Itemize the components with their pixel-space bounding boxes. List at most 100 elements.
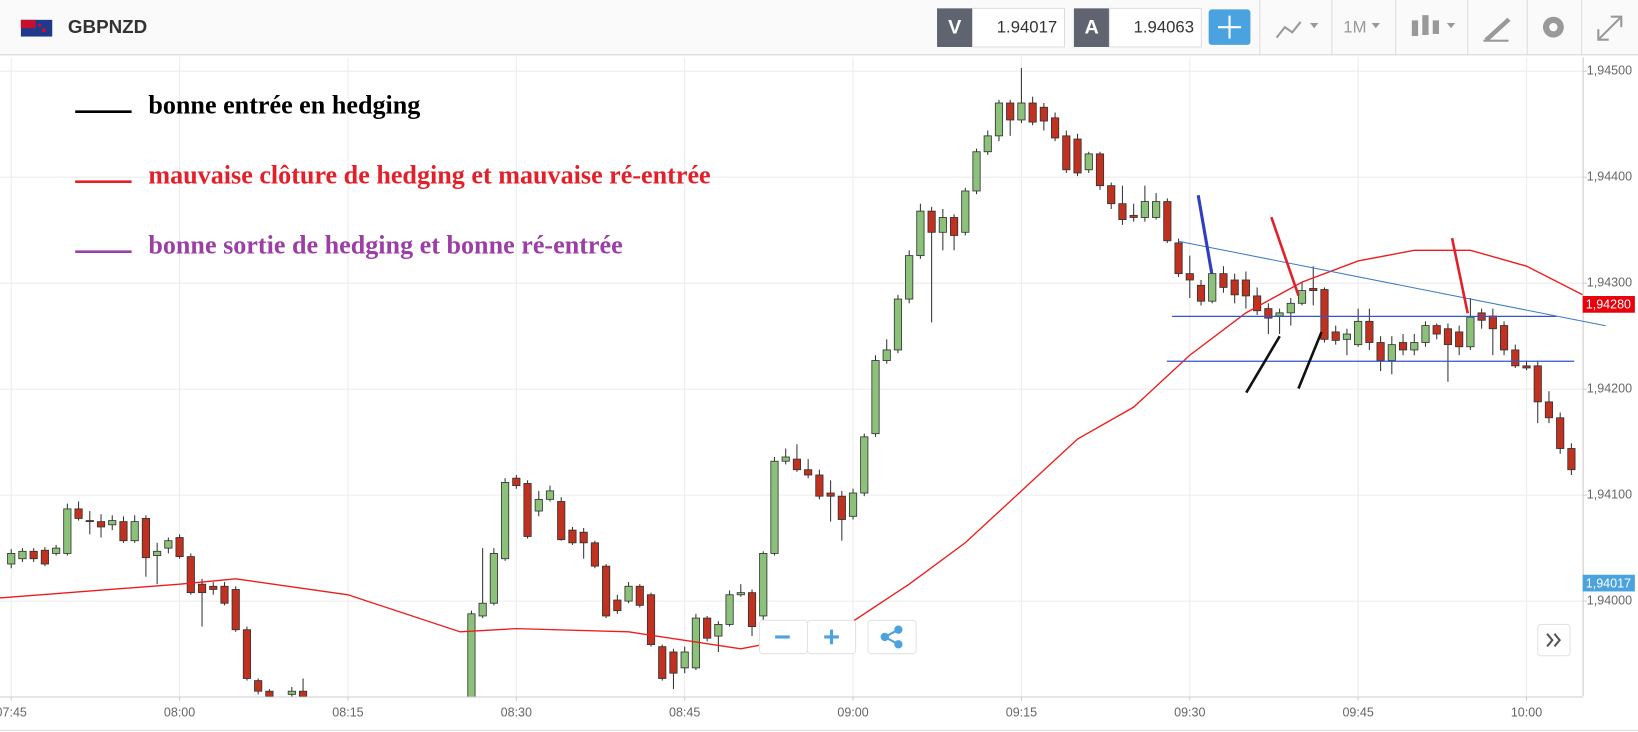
flag-icon [20, 19, 53, 37]
x-tick-label: 09:45 [1342, 706, 1373, 720]
candle-body [938, 217, 947, 233]
candle-body [1455, 331, 1464, 348]
candle-body [624, 585, 633, 602]
candle-body [804, 469, 813, 476]
candle-body [467, 613, 476, 697]
bid-box[interactable] [972, 7, 1066, 48]
candle-body [972, 151, 981, 192]
ask-button[interactable] [1073, 8, 1110, 47]
candle-body [1140, 201, 1149, 218]
plot-area [0, 57, 1583, 697]
candle-body [1185, 273, 1194, 281]
candle-body [1196, 284, 1206, 302]
bid-button[interactable] [937, 8, 973, 47]
x-tick-label: 10:00 [1511, 706, 1542, 720]
candle-body [1365, 320, 1374, 343]
ask-box[interactable] [1108, 7, 1202, 48]
share-button[interactable] [867, 619, 917, 655]
x-tick-label: 09:15 [1006, 706, 1037, 720]
candle-body [1028, 102, 1037, 123]
candle-body [209, 585, 218, 590]
symbol: GBPNZD [68, 16, 147, 37]
candle-body [669, 651, 678, 674]
candle-body [1275, 312, 1284, 317]
candle-body [1084, 153, 1093, 171]
price-marker [1582, 296, 1635, 313]
ask-price: 1.94063 [1134, 18, 1194, 37]
settings-button[interactable] [1542, 16, 1564, 38]
candle-style-button[interactable] [1411, 15, 1456, 37]
chart-type-button[interactable] [1275, 21, 1319, 39]
candle-body [725, 594, 734, 625]
y-tick-label: 1,94500 [1587, 64, 1632, 78]
candle-body [635, 585, 644, 606]
x-tick-label: 07:45 [0, 706, 27, 720]
candle-body [882, 349, 891, 361]
candle-body [568, 529, 577, 544]
candle-body [1174, 242, 1183, 275]
candle-body [1264, 308, 1273, 319]
candle-body [1051, 117, 1060, 139]
candle-body [1129, 214, 1138, 218]
candle-body [961, 190, 970, 233]
fullscreen-button[interactable] [1597, 15, 1623, 41]
scroll-end-button[interactable] [1537, 623, 1571, 657]
candle-body [298, 690, 308, 697]
candle-body [837, 495, 846, 520]
y-tick-label: 1,94100 [1587, 487, 1632, 501]
candle-body [175, 537, 184, 558]
candle-body [557, 501, 566, 541]
candle-body [658, 646, 667, 679]
timeframe[interactable]: 1M [1343, 18, 1366, 37]
candle-body [1354, 320, 1363, 346]
candle-body [7, 553, 16, 565]
y-tick-label: 1,94000 [1587, 593, 1632, 607]
candle-body [949, 217, 959, 236]
candle-body [1073, 138, 1082, 174]
candle-body [905, 255, 914, 300]
y-tick-label: 1,94300 [1587, 275, 1632, 289]
candle-body [860, 436, 869, 494]
candle-body [1398, 342, 1408, 351]
candle-body [1163, 201, 1172, 242]
candle-body [1095, 153, 1105, 187]
x-tick-label: 08:00 [164, 706, 195, 720]
x-tick-label: 08:45 [669, 706, 700, 720]
candle-body [916, 210, 925, 257]
candle-body [478, 602, 487, 617]
candle-body [1152, 201, 1161, 218]
y-tick-label: 1,94400 [1587, 170, 1632, 184]
candle-body [1443, 328, 1453, 346]
price-marker-label: 1,94017 [1586, 576, 1631, 590]
candle-body [18, 550, 27, 560]
candle-body [1466, 316, 1475, 348]
candle-body [545, 490, 555, 500]
share-icon [880, 625, 903, 649]
toolbar-separators [1259, 0, 1583, 55]
crosshair-button[interactable] [1208, 9, 1251, 45]
candle-body [231, 589, 240, 631]
candle-body [1387, 344, 1396, 361]
candle-body [1219, 273, 1228, 288]
candle-body [1208, 273, 1217, 302]
candle-body [1297, 290, 1307, 304]
candle-body [1556, 417, 1565, 449]
candle-body [1432, 325, 1441, 335]
draw-tool-button[interactable] [1483, 17, 1511, 42]
candle-body [1118, 203, 1127, 221]
candle-body [523, 483, 532, 537]
candle-body [703, 617, 712, 639]
candle-body [927, 210, 936, 233]
candle-body [85, 520, 94, 523]
candle-body [63, 508, 72, 554]
zoom-controls [758, 619, 1571, 657]
candle-body [736, 592, 745, 596]
candle-body [1062, 135, 1071, 171]
x-tick-label: 09:30 [1174, 706, 1205, 720]
candle-body [164, 540, 173, 549]
candle-body [1107, 185, 1116, 205]
x-tick-label: 08:30 [501, 706, 532, 720]
candle-body [602, 565, 611, 617]
